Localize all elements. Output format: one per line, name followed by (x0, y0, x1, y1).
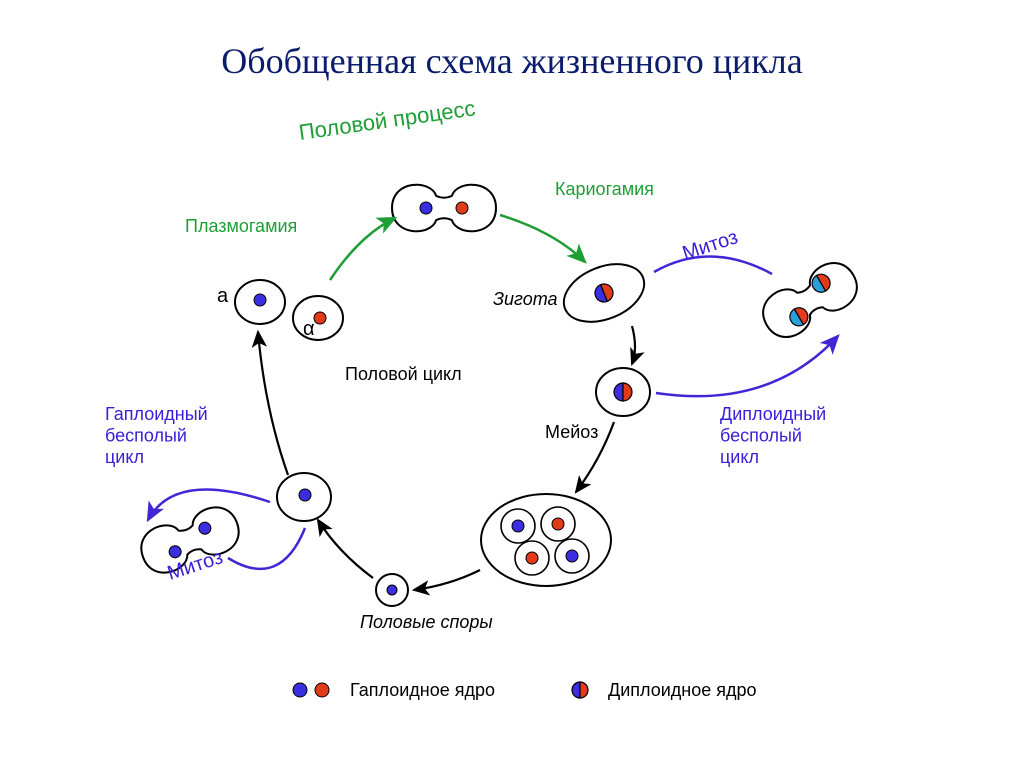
arrow-kary_to_zyg (500, 215, 585, 262)
label-title_process: Половой процесс (297, 95, 477, 145)
label-diploid_cycle: Диплоидныйбесполыйцикл (720, 404, 826, 467)
arrow-ascus_to_spore (414, 570, 480, 590)
cell-dip_mitosis_pair (755, 255, 865, 346)
arrow-spore_to_hap (318, 520, 373, 578)
cell-haploid_after_spore (277, 473, 331, 521)
arrow-dip_mito_out (656, 336, 838, 396)
cell-a_cell (235, 280, 285, 324)
label-alpha_label: α (303, 318, 315, 340)
cell-alpha_cell (293, 296, 343, 340)
arrow-a_to_plasm (330, 218, 395, 280)
legend-diploid-label: Диплоидное ядро (608, 680, 757, 700)
legend-haploid-label: Гаплоидное ядро (350, 680, 495, 700)
legend: Гаплоидное ядро Диплоидное ядро (293, 680, 757, 700)
cell-zygote_cell (555, 253, 652, 333)
label-sexual_spores: Половые споры (360, 612, 493, 632)
life-cycle-diagram: Половой процессПлазмогамияКариогамияМито… (0, 0, 1024, 767)
label-a_label: а (217, 285, 229, 307)
cell-ascus (481, 494, 611, 586)
label-zygote: Зигота (493, 289, 558, 309)
label-plasmogamy: Плазмогамия (185, 216, 297, 236)
cell-spore (376, 574, 408, 606)
diagram-stage: Обобщенная схема жизненного цикла Полово… (0, 0, 1024, 767)
cell-diploid_mitosis_cell (596, 368, 650, 416)
label-meiosis: Мейоз (545, 422, 598, 442)
arrow-zyg_to_dip (632, 326, 635, 364)
arrow-hap_mito_out (148, 490, 270, 520)
label-sexual_cycle: Половой цикл (345, 364, 462, 384)
arrow-hap_to_a (258, 332, 288, 475)
arrow-dip_mito_back (654, 256, 772, 274)
cell-plasmogamy_cell (392, 185, 496, 232)
label-karyogamy: Кариогамия (555, 179, 654, 199)
label-haploid_cycle: Гаплоидныйбесполыйцикл (105, 404, 208, 467)
